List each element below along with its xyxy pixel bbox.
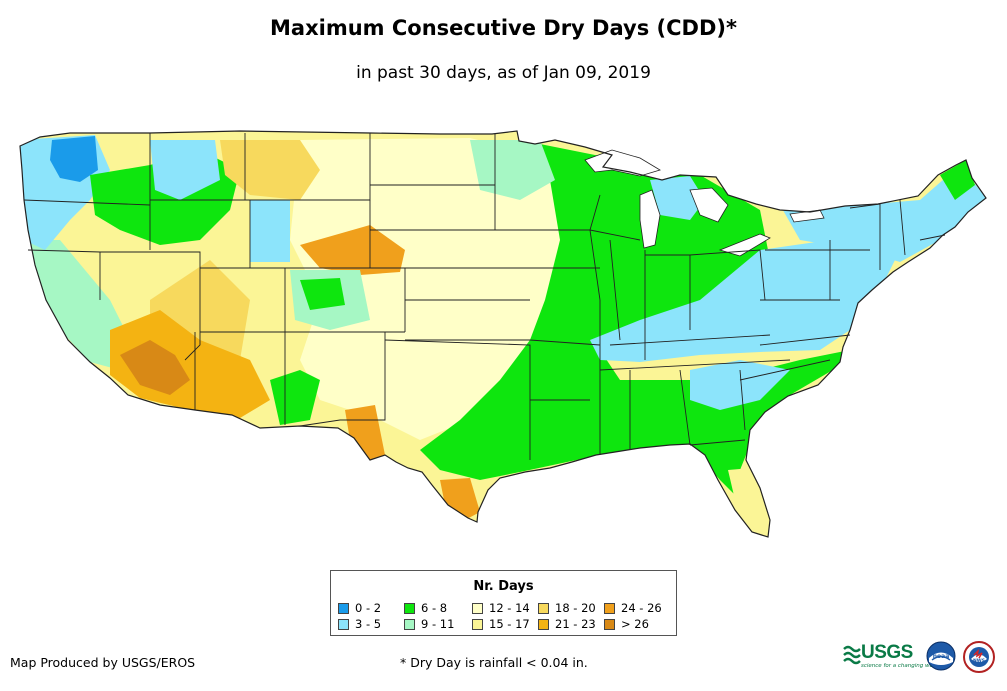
border-az-nm [194, 332, 386, 427]
legend-swatch [404, 603, 415, 614]
legend-label: > 26 [621, 617, 649, 631]
zone-3-5-southeast [690, 360, 790, 410]
usgs-logo-tagline: science for a changing world [861, 663, 941, 669]
border-va-wv-pa [760, 240, 870, 301]
legend-item: 21 - 23 [538, 617, 596, 631]
legend-label: 24 - 26 [621, 601, 662, 615]
legend-label: 21 - 23 [555, 617, 596, 631]
zone-6-8-new-mexico [270, 370, 320, 425]
legend-item: 3 - 5 [338, 617, 381, 631]
lake-superior [584, 149, 661, 177]
legend-swatch [338, 603, 349, 614]
zone-3-5-ohio-valley [590, 230, 900, 362]
legend-item: 9 - 11 [404, 617, 454, 631]
state-borders [23, 133, 946, 460]
legend-label: 0 - 2 [355, 601, 382, 615]
noaa-logo-text: noaa [933, 653, 950, 660]
dry-day-footnote: * Dry Day is rainfall < 0.04 in. [400, 655, 588, 670]
usgs-logo: USGS science for a changing world [843, 641, 940, 671]
border-fl [689, 439, 746, 446]
legend-swatch [472, 619, 483, 630]
legend-item: > 26 [604, 617, 649, 631]
border-ky-tn [599, 334, 791, 371]
zone-3-5-wyoming [250, 200, 290, 262]
zone-3-5-idaho [150, 140, 220, 200]
border-nv [100, 251, 201, 361]
legend-swatch [604, 619, 615, 630]
legend: Nr. Days 0 - 2 3 - 5 6 - 8 9 - 11 12 - 1… [330, 570, 677, 636]
great-lakes [584, 149, 825, 257]
legend-swatch [338, 619, 349, 630]
usgs-waves-icon [843, 645, 861, 665]
lake-michigan [639, 189, 661, 249]
legend-item: 12 - 14 [472, 601, 530, 615]
border-wa-or [23, 199, 151, 206]
zone-24-26-central-plains [300, 225, 405, 275]
legend-item: 0 - 2 [338, 601, 381, 615]
legend-item: 15 - 17 [472, 617, 530, 631]
border-ut-co [200, 267, 406, 425]
zone-12-14-plains [290, 138, 580, 440]
legend-swatch [538, 619, 549, 630]
border-wy [249, 200, 371, 269]
border-id [149, 133, 245, 250]
border-in-oh [645, 249, 766, 330]
usgs-logo-text: USGS [861, 642, 913, 663]
legend-label: 3 - 5 [355, 617, 382, 631]
zone-24-26-south-texas [440, 478, 480, 520]
cdd-raster [20, 135, 986, 532]
zone-3-5-northeast [780, 165, 986, 262]
map-title: Maximum Consecutive Dry Days (CDD)* [270, 16, 737, 40]
zone-6-8-maine [940, 160, 975, 200]
legend-swatch [472, 603, 483, 614]
legend-label: 18 - 20 [555, 601, 596, 615]
legend-label: 15 - 17 [489, 617, 530, 631]
legend-item: 18 - 20 [538, 601, 596, 615]
legend-label: 12 - 14 [489, 601, 530, 615]
legend-item: 6 - 8 [404, 601, 447, 615]
nws-logo-text: NWS [973, 658, 985, 664]
legend-swatch [538, 603, 549, 614]
nws-logo: NWS [963, 641, 995, 673]
legend-label: 6 - 8 [421, 601, 448, 615]
map-subtitle: in past 30 days, as of Jan 09, 2019 [356, 63, 651, 83]
border-ok-tx [384, 339, 531, 460]
map-credit: Map Produced by USGS/EROS [10, 655, 196, 670]
border-mo-ar [529, 300, 601, 455]
legend-swatch [404, 619, 415, 630]
zone-21-23-southwest [110, 310, 270, 418]
border-nc-sc [739, 334, 851, 381]
lake-ontario [789, 209, 825, 223]
zone-9-11-west [24, 240, 130, 370]
zone-12-14-florida [728, 468, 770, 532]
lake-huron [689, 187, 729, 223]
legend-label: 9 - 11 [421, 617, 455, 631]
border-ne-ks [370, 267, 530, 341]
border-wi-il [589, 229, 646, 360]
noaa-logo: noaa [926, 641, 956, 671]
zone-over-26-southwest [120, 340, 190, 395]
zone-3-5-great-lakes [650, 176, 705, 220]
legend-swatch [604, 603, 615, 614]
legend-item: 24 - 26 [604, 601, 662, 615]
border-mt [244, 133, 371, 201]
legend-title: Nr. Days [473, 579, 534, 594]
zone-6-8-colorado [300, 278, 345, 310]
zone-0-2-washington [50, 136, 98, 182]
border-nd-sd [370, 134, 496, 231]
lake-erie [718, 233, 771, 257]
